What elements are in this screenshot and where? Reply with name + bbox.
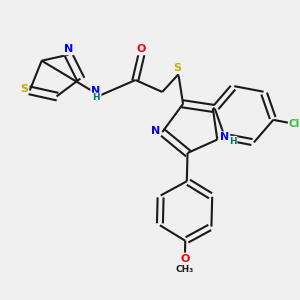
- Text: N: N: [151, 126, 160, 136]
- Text: CH₃: CH₃: [176, 265, 194, 274]
- Text: N: N: [64, 44, 73, 54]
- Text: N: N: [91, 86, 101, 96]
- Text: S: S: [173, 63, 181, 73]
- Text: Cl: Cl: [289, 119, 300, 129]
- Text: H: H: [92, 93, 100, 102]
- Text: S: S: [20, 84, 28, 94]
- Text: O: O: [137, 44, 146, 54]
- Text: H: H: [229, 136, 237, 146]
- Text: N: N: [220, 132, 230, 142]
- Text: O: O: [180, 254, 190, 264]
